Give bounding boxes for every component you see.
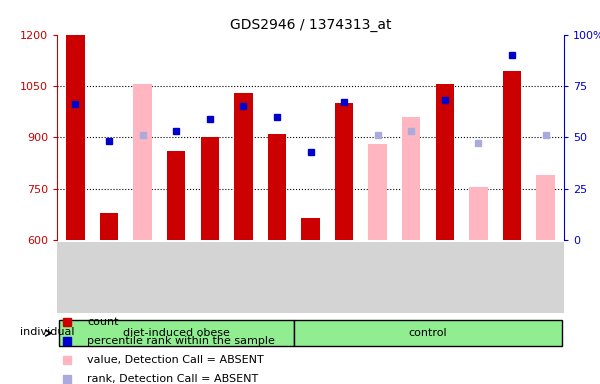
FancyBboxPatch shape: [462, 243, 494, 311]
FancyBboxPatch shape: [294, 320, 562, 346]
Text: GSM215574: GSM215574: [134, 248, 143, 302]
Text: GSM215578: GSM215578: [268, 248, 277, 303]
Bar: [436, 84, 454, 240]
Bar: [268, 134, 286, 240]
FancyBboxPatch shape: [227, 243, 259, 311]
FancyBboxPatch shape: [295, 243, 326, 311]
FancyBboxPatch shape: [127, 243, 159, 311]
Text: diet-induced obese: diet-induced obese: [123, 328, 230, 338]
FancyBboxPatch shape: [328, 243, 360, 311]
FancyBboxPatch shape: [395, 243, 427, 311]
FancyBboxPatch shape: [529, 243, 562, 311]
FancyBboxPatch shape: [160, 243, 193, 311]
Text: GSM215577: GSM215577: [235, 248, 244, 303]
Bar: [66, 35, 85, 240]
Bar: [503, 71, 521, 240]
Bar: [200, 137, 219, 240]
Text: individual: individual: [20, 327, 74, 337]
Text: GSM215580: GSM215580: [335, 248, 344, 303]
Text: GSM215586: GSM215586: [536, 248, 545, 303]
Bar: [301, 218, 320, 240]
FancyBboxPatch shape: [59, 320, 294, 346]
Text: rank, Detection Call = ABSENT: rank, Detection Call = ABSENT: [88, 374, 259, 384]
FancyBboxPatch shape: [261, 243, 293, 311]
Text: GSM215576: GSM215576: [201, 248, 210, 303]
Bar: [234, 93, 253, 240]
Bar: [469, 187, 488, 240]
Text: percentile rank within the sample: percentile rank within the sample: [88, 336, 275, 346]
Bar: [167, 151, 185, 240]
FancyBboxPatch shape: [496, 243, 528, 311]
Bar: [368, 144, 387, 240]
Text: GSM215575: GSM215575: [167, 248, 176, 303]
FancyBboxPatch shape: [93, 243, 125, 311]
FancyBboxPatch shape: [428, 243, 461, 311]
FancyBboxPatch shape: [194, 243, 226, 311]
Bar: [133, 84, 152, 240]
Text: GSM215585: GSM215585: [503, 248, 512, 303]
Title: GDS2946 / 1374313_at: GDS2946 / 1374313_at: [230, 18, 391, 32]
FancyBboxPatch shape: [362, 243, 394, 311]
Text: GSM215579: GSM215579: [302, 248, 311, 303]
Bar: [100, 213, 118, 240]
Bar: [402, 117, 421, 240]
Text: GSM215583: GSM215583: [436, 248, 445, 303]
Text: control: control: [409, 328, 448, 338]
Text: GSM215582: GSM215582: [402, 248, 411, 302]
Text: GSM215572: GSM215572: [67, 248, 76, 302]
Bar: [536, 175, 555, 240]
Text: value, Detection Call = ABSENT: value, Detection Call = ABSENT: [88, 355, 264, 365]
FancyBboxPatch shape: [59, 243, 92, 311]
Text: count: count: [88, 317, 119, 327]
Text: GSM215584: GSM215584: [469, 248, 478, 302]
Text: GSM215573: GSM215573: [100, 248, 109, 303]
Text: GSM215581: GSM215581: [368, 248, 377, 303]
Bar: [335, 103, 353, 240]
